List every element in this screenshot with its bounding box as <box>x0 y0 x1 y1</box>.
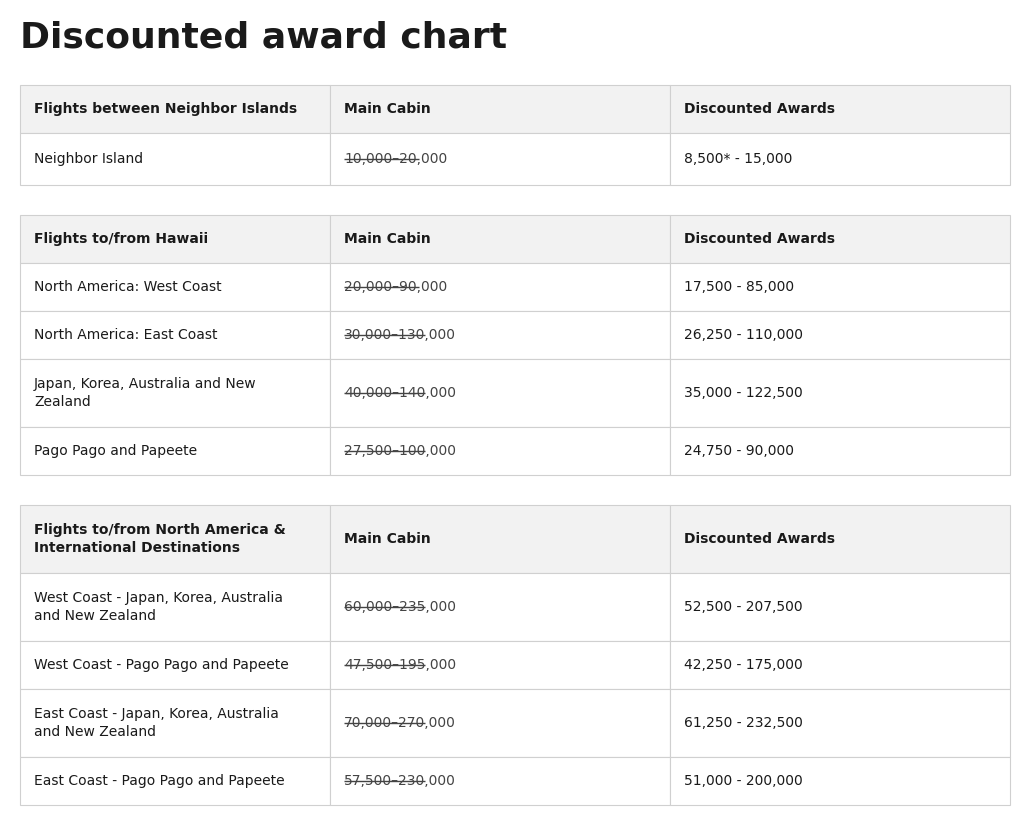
Text: 26,250 - 110,000: 26,250 - 110,000 <box>684 328 803 342</box>
Bar <box>20 215 330 263</box>
Text: West Coast - Japan, Korea, Australia
and New Zealand: West Coast - Japan, Korea, Australia and… <box>34 591 283 623</box>
Bar <box>670 689 1010 757</box>
Text: 60,000–235,000: 60,000–235,000 <box>344 600 456 614</box>
Text: West Coast - Pago Pago and Papeete: West Coast - Pago Pago and Papeete <box>34 658 289 672</box>
Bar <box>20 133 330 185</box>
Bar <box>670 133 1010 185</box>
Bar <box>330 427 670 475</box>
Bar <box>330 215 670 263</box>
Bar <box>330 573 670 641</box>
Text: East Coast - Japan, Korea, Australia
and New Zealand: East Coast - Japan, Korea, Australia and… <box>34 707 279 739</box>
Text: Main Cabin: Main Cabin <box>344 232 431 246</box>
Text: 40,000–140,000: 40,000–140,000 <box>344 386 456 400</box>
Bar <box>670 427 1010 475</box>
Text: East Coast - Pago Pago and Papeete: East Coast - Pago Pago and Papeete <box>34 774 285 788</box>
Text: 20,000–90,000: 20,000–90,000 <box>344 280 447 294</box>
Text: Flights to/from North America &
International Destinations: Flights to/from North America & Internat… <box>34 523 286 555</box>
Text: Neighbor Island: Neighbor Island <box>34 152 143 166</box>
Text: 52,500 - 207,500: 52,500 - 207,500 <box>684 600 803 614</box>
Text: 57,500–230,000: 57,500–230,000 <box>344 774 456 788</box>
Bar <box>670 641 1010 689</box>
Bar <box>670 359 1010 427</box>
Text: 27,500–100,000: 27,500–100,000 <box>344 444 456 458</box>
Bar <box>20 359 330 427</box>
Text: Main Cabin: Main Cabin <box>344 102 431 116</box>
Text: 30,000–130,000: 30,000–130,000 <box>344 328 456 342</box>
Bar <box>670 505 1010 573</box>
Text: 47,500–195,000: 47,500–195,000 <box>344 658 456 672</box>
Bar <box>20 757 330 805</box>
Bar <box>20 427 330 475</box>
Bar <box>330 133 670 185</box>
Bar <box>330 689 670 757</box>
Text: Discounted Awards: Discounted Awards <box>684 232 835 246</box>
Text: Discounted Awards: Discounted Awards <box>684 102 835 116</box>
Bar <box>670 757 1010 805</box>
Text: 70,000–270,000: 70,000–270,000 <box>344 716 456 730</box>
Text: North America: West Coast: North America: West Coast <box>34 280 221 294</box>
Bar <box>20 85 330 133</box>
Bar <box>330 505 670 573</box>
Bar <box>330 85 670 133</box>
Text: Discounted award chart: Discounted award chart <box>20 21 507 55</box>
Text: Flights between Neighbor Islands: Flights between Neighbor Islands <box>34 102 297 116</box>
Bar <box>20 263 330 311</box>
Bar <box>670 215 1010 263</box>
Bar <box>670 263 1010 311</box>
Bar <box>330 311 670 359</box>
Text: 51,000 - 200,000: 51,000 - 200,000 <box>684 774 803 788</box>
Text: Flights to/from Hawaii: Flights to/from Hawaii <box>34 232 208 246</box>
Text: 8,500* - 15,000: 8,500* - 15,000 <box>684 152 793 166</box>
Text: North America: East Coast: North America: East Coast <box>34 328 217 342</box>
Bar <box>20 311 330 359</box>
Bar <box>670 573 1010 641</box>
Bar <box>330 641 670 689</box>
Text: Discounted Awards: Discounted Awards <box>684 532 835 546</box>
Text: Pago Pago and Papeete: Pago Pago and Papeete <box>34 444 198 458</box>
Bar <box>20 641 330 689</box>
Bar <box>20 689 330 757</box>
Bar <box>330 359 670 427</box>
Text: 61,250 - 232,500: 61,250 - 232,500 <box>684 716 803 730</box>
Text: 24,750 - 90,000: 24,750 - 90,000 <box>684 444 794 458</box>
Bar <box>330 263 670 311</box>
Bar <box>330 757 670 805</box>
Text: Main Cabin: Main Cabin <box>344 532 431 546</box>
Text: 42,250 - 175,000: 42,250 - 175,000 <box>684 658 803 672</box>
Bar <box>20 505 330 573</box>
Bar <box>670 311 1010 359</box>
Text: 35,000 - 122,500: 35,000 - 122,500 <box>684 386 803 400</box>
Bar <box>20 573 330 641</box>
Bar <box>670 85 1010 133</box>
Text: 10,000–20,000: 10,000–20,000 <box>344 152 447 166</box>
Text: 17,500 - 85,000: 17,500 - 85,000 <box>684 280 795 294</box>
Text: Japan, Korea, Australia and New
Zealand: Japan, Korea, Australia and New Zealand <box>34 377 257 409</box>
